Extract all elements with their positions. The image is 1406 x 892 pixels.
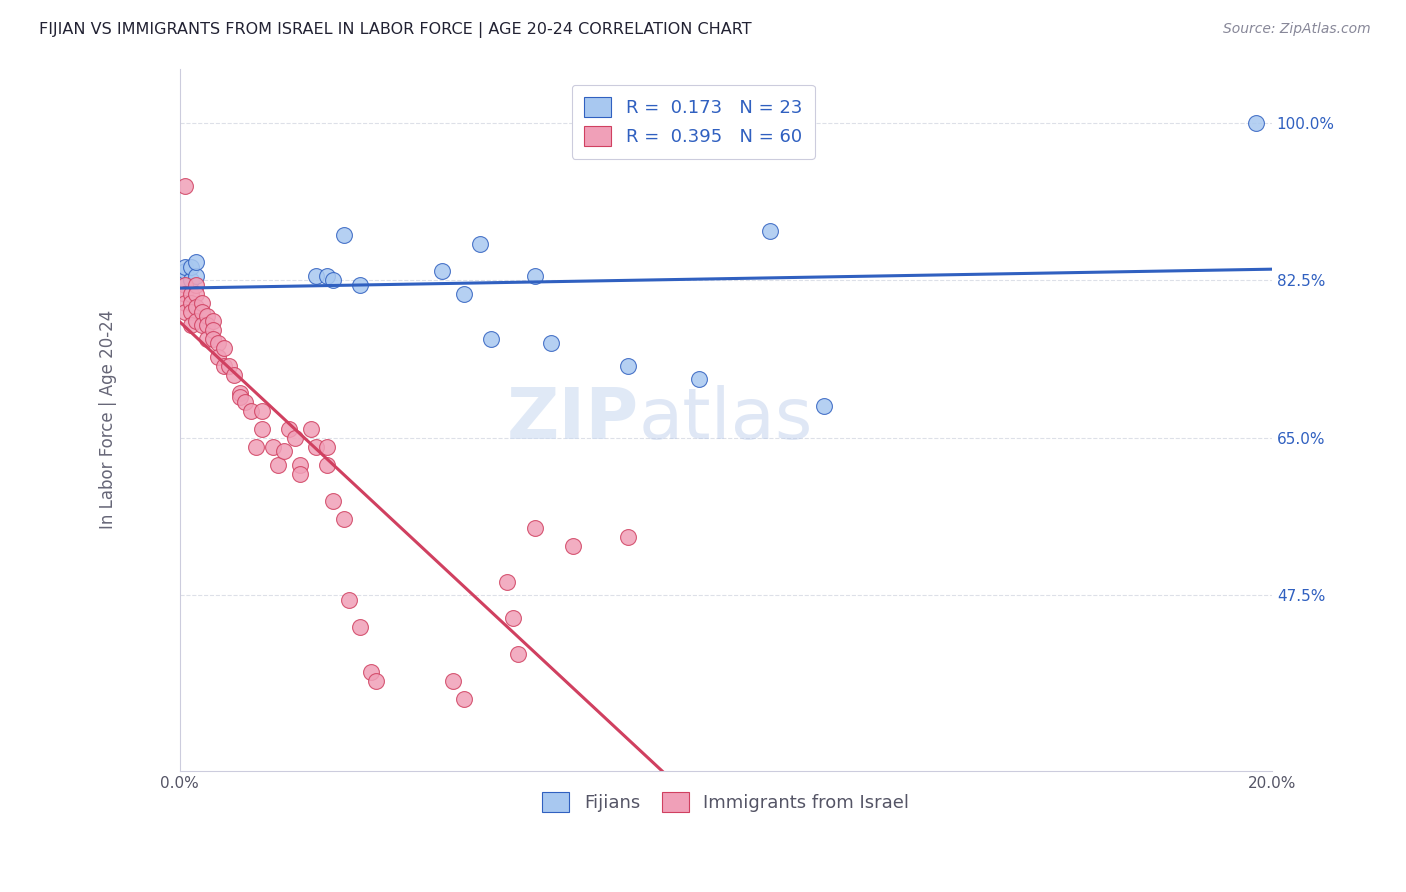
- Point: [180, 318, 202, 332]
- Point: [207, 350, 229, 364]
- Point: [430, 264, 453, 278]
- Point: [180, 260, 202, 274]
- Point: [174, 295, 197, 310]
- Text: atlas: atlas: [638, 385, 813, 454]
- Point: [262, 440, 284, 454]
- Point: [813, 399, 835, 413]
- Point: [316, 268, 339, 283]
- Point: [174, 273, 197, 287]
- Point: [186, 313, 208, 327]
- Point: [201, 313, 224, 327]
- Point: [349, 277, 371, 292]
- Point: [212, 359, 235, 373]
- Point: [174, 304, 197, 318]
- Point: [180, 304, 202, 318]
- Point: [190, 304, 212, 318]
- Point: [349, 620, 371, 634]
- Point: [1244, 115, 1267, 129]
- Point: [201, 332, 224, 346]
- Point: [212, 341, 235, 355]
- Point: [224, 368, 246, 382]
- Point: [190, 318, 212, 332]
- Point: [322, 493, 344, 508]
- Point: [523, 521, 546, 535]
- Point: [441, 673, 464, 688]
- Text: Source: ZipAtlas.com: Source: ZipAtlas.com: [1223, 22, 1371, 37]
- Point: [201, 322, 224, 336]
- Point: [758, 223, 780, 237]
- Point: [316, 440, 339, 454]
- Point: [470, 237, 492, 252]
- Point: [245, 440, 267, 454]
- Point: [453, 286, 475, 301]
- Legend: Fijians, Immigrants from Israel: Fijians, Immigrants from Israel: [530, 780, 922, 825]
- Point: [186, 277, 208, 292]
- Point: [174, 260, 197, 274]
- Y-axis label: In Labor Force | Age 20-24: In Labor Force | Age 20-24: [100, 310, 117, 529]
- Point: [496, 574, 519, 589]
- Point: [229, 390, 252, 404]
- Point: [180, 286, 202, 301]
- Point: [250, 403, 273, 417]
- Point: [562, 539, 585, 553]
- Point: [366, 673, 388, 688]
- Point: [235, 394, 257, 409]
- Point: [207, 336, 229, 351]
- Point: [174, 264, 197, 278]
- Point: [186, 300, 208, 314]
- Point: [195, 332, 218, 346]
- Point: [273, 444, 295, 458]
- Point: [616, 359, 638, 373]
- Point: [688, 372, 710, 386]
- Point: [278, 422, 301, 436]
- Point: [174, 178, 197, 193]
- Point: [283, 431, 305, 445]
- Point: [523, 268, 546, 283]
- Text: FIJIAN VS IMMIGRANTS FROM ISRAEL IN LABOR FORCE | AGE 20-24 CORRELATION CHART: FIJIAN VS IMMIGRANTS FROM ISRAEL IN LABO…: [39, 22, 752, 38]
- Point: [239, 403, 262, 417]
- Point: [332, 228, 354, 243]
- Point: [316, 458, 339, 472]
- Point: [174, 277, 197, 292]
- Point: [540, 336, 562, 351]
- Point: [180, 273, 202, 287]
- Point: [288, 467, 311, 481]
- Point: [195, 309, 218, 323]
- Point: [479, 332, 502, 346]
- Point: [186, 268, 208, 283]
- Point: [337, 592, 360, 607]
- Point: [332, 511, 354, 525]
- Point: [174, 286, 197, 301]
- Point: [288, 458, 311, 472]
- Point: [229, 385, 252, 400]
- Point: [186, 286, 208, 301]
- Point: [305, 268, 328, 283]
- Text: ZIP: ZIP: [506, 385, 638, 454]
- Point: [305, 440, 328, 454]
- Point: [502, 610, 524, 624]
- Point: [616, 530, 638, 544]
- Point: [195, 318, 218, 332]
- Point: [180, 295, 202, 310]
- Point: [250, 422, 273, 436]
- Point: [453, 691, 475, 706]
- Point: [267, 458, 290, 472]
- Point: [190, 295, 212, 310]
- Point: [508, 647, 530, 661]
- Point: [299, 422, 322, 436]
- Point: [360, 665, 382, 679]
- Point: [218, 359, 240, 373]
- Point: [322, 273, 344, 287]
- Point: [186, 255, 208, 269]
